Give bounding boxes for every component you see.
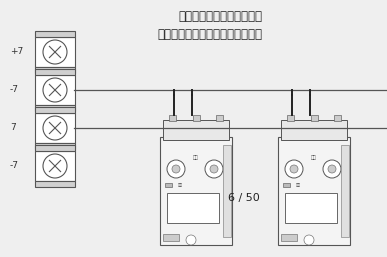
Text: 迅想: 迅想 xyxy=(193,154,199,160)
Bar xyxy=(223,145,231,237)
Bar xyxy=(216,115,223,121)
Circle shape xyxy=(43,78,67,102)
Bar xyxy=(35,113,75,143)
Circle shape xyxy=(43,116,67,140)
Text: 迅想: 迅想 xyxy=(311,154,317,160)
Bar xyxy=(281,234,297,241)
Text: 迅想: 迅想 xyxy=(178,183,183,187)
Circle shape xyxy=(186,235,196,245)
Bar xyxy=(285,193,337,223)
Bar xyxy=(35,69,75,75)
Circle shape xyxy=(323,160,341,178)
Circle shape xyxy=(304,235,314,245)
Circle shape xyxy=(43,154,67,178)
Bar xyxy=(35,67,75,73)
Bar xyxy=(311,115,318,121)
Bar xyxy=(35,151,75,181)
Bar xyxy=(278,137,350,245)
Bar xyxy=(35,107,75,113)
Bar xyxy=(35,37,75,67)
Bar xyxy=(165,183,172,187)
Text: 灯监控设备的回路总线上：: 灯监控设备的回路总线上： xyxy=(178,10,262,23)
Bar xyxy=(163,120,229,140)
Text: -7: -7 xyxy=(10,86,19,95)
Text: +7: +7 xyxy=(10,48,23,57)
Bar xyxy=(334,115,341,121)
Circle shape xyxy=(285,160,303,178)
Circle shape xyxy=(328,165,336,173)
Circle shape xyxy=(205,160,223,178)
Text: 6 / 50: 6 / 50 xyxy=(228,193,260,203)
Bar xyxy=(163,234,179,241)
Bar xyxy=(35,75,75,105)
Text: 止在通电的情况下进行线路连接。: 止在通电的情况下进行线路连接。 xyxy=(158,28,262,41)
Circle shape xyxy=(210,165,218,173)
Bar xyxy=(193,115,200,121)
Bar xyxy=(35,31,75,37)
Text: 7: 7 xyxy=(10,124,16,133)
Circle shape xyxy=(172,165,180,173)
Circle shape xyxy=(167,160,185,178)
Bar xyxy=(287,115,294,121)
Bar xyxy=(169,115,176,121)
Bar xyxy=(160,137,232,245)
Bar xyxy=(281,120,347,140)
Bar xyxy=(35,181,75,187)
Circle shape xyxy=(290,165,298,173)
Bar xyxy=(283,183,290,187)
Text: 迅想: 迅想 xyxy=(296,183,301,187)
Circle shape xyxy=(43,40,67,64)
Bar xyxy=(341,145,349,237)
Bar xyxy=(35,143,75,149)
Bar xyxy=(35,105,75,111)
Bar xyxy=(35,145,75,151)
Bar xyxy=(167,193,219,223)
Text: -7: -7 xyxy=(10,161,19,170)
